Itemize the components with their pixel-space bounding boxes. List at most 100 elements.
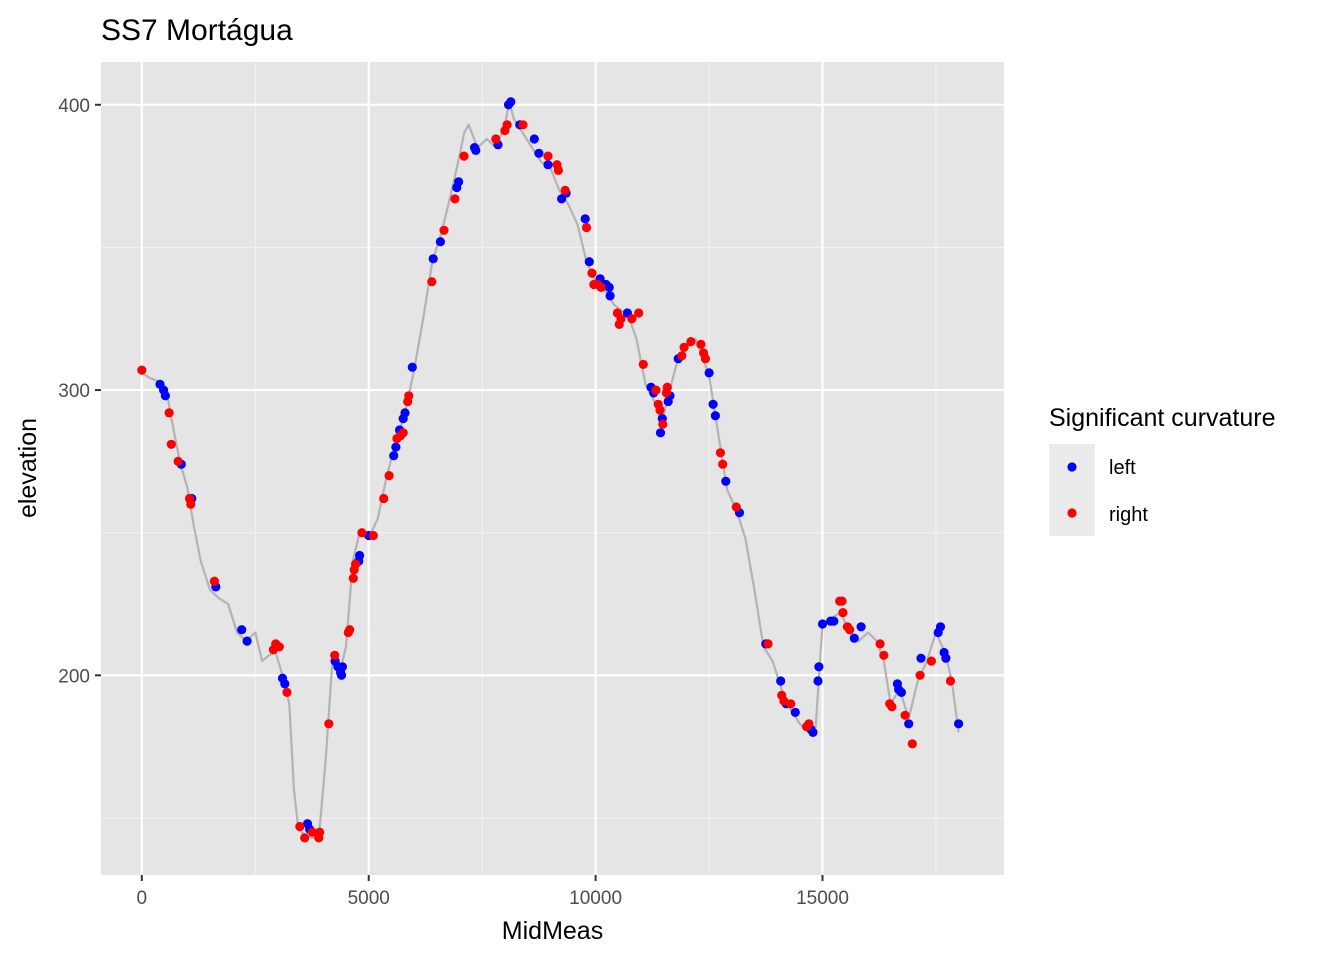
x-tick-label: 5000 bbox=[348, 888, 390, 909]
point-left bbox=[280, 679, 290, 689]
legend-key-right bbox=[1067, 508, 1077, 518]
point-right bbox=[295, 821, 305, 832]
point-left bbox=[856, 622, 866, 632]
point-right bbox=[731, 502, 741, 512]
y-tick-label: 400 bbox=[58, 96, 90, 117]
legend: Significant curvature left right bbox=[1049, 404, 1276, 536]
point-right bbox=[186, 499, 196, 509]
point-right bbox=[502, 120, 512, 130]
point-right bbox=[173, 456, 183, 466]
x-axis-ticks: 0 5000 10000 15000 bbox=[137, 875, 849, 909]
point-right bbox=[879, 650, 889, 660]
point-right bbox=[718, 459, 728, 469]
point-left bbox=[776, 676, 786, 686]
point-left bbox=[337, 662, 347, 672]
point-right bbox=[763, 639, 773, 649]
point-left bbox=[954, 719, 964, 729]
x-tick-label: 0 bbox=[137, 888, 148, 909]
point-right bbox=[351, 559, 361, 569]
point-right bbox=[164, 408, 174, 418]
point-left bbox=[160, 391, 170, 401]
x-tick-label: 15000 bbox=[796, 888, 849, 909]
grid-minor bbox=[101, 62, 1004, 875]
point-right bbox=[315, 827, 325, 837]
point-right bbox=[330, 650, 340, 660]
point-right bbox=[945, 676, 956, 686]
point-right bbox=[518, 120, 528, 130]
point-right bbox=[677, 351, 687, 361]
point-left bbox=[237, 625, 247, 635]
legend-key-left bbox=[1067, 462, 1077, 472]
point-right bbox=[348, 573, 358, 583]
point-right bbox=[553, 165, 564, 175]
point-right bbox=[357, 528, 367, 538]
point-left bbox=[389, 451, 399, 461]
point-left bbox=[400, 408, 410, 418]
point-right bbox=[900, 710, 910, 720]
point-left bbox=[529, 134, 539, 144]
point-left bbox=[428, 254, 438, 264]
point-right bbox=[137, 365, 147, 375]
legend-label-right: right bbox=[1109, 504, 1148, 526]
point-right bbox=[324, 719, 334, 729]
point-right bbox=[634, 308, 644, 318]
grid-major bbox=[101, 62, 1004, 875]
y-tick-label: 200 bbox=[58, 666, 90, 687]
point-left bbox=[721, 476, 731, 486]
curvature-points bbox=[137, 97, 964, 843]
point-right bbox=[658, 419, 668, 429]
point-left bbox=[813, 676, 823, 686]
point-right bbox=[686, 337, 696, 347]
point-left bbox=[790, 707, 800, 718]
point-right bbox=[616, 314, 626, 324]
point-left bbox=[916, 653, 926, 663]
point-left bbox=[543, 160, 553, 170]
point-right bbox=[804, 719, 814, 729]
legend-label-left: left bbox=[1109, 457, 1136, 479]
point-right bbox=[166, 439, 176, 449]
point-left bbox=[454, 177, 464, 187]
point-right bbox=[926, 656, 937, 666]
point-right bbox=[651, 385, 661, 395]
point-right bbox=[450, 194, 460, 204]
point-right bbox=[345, 625, 355, 635]
point-right bbox=[581, 222, 592, 233]
point-right bbox=[379, 493, 389, 504]
x-axis-title: MidMeas bbox=[502, 917, 603, 945]
chart-title: SS7 Mortágua bbox=[101, 14, 293, 47]
point-left bbox=[407, 362, 417, 372]
y-axis-title: elevation bbox=[14, 418, 42, 518]
point-right bbox=[696, 339, 706, 349]
point-right bbox=[427, 277, 437, 287]
point-left bbox=[471, 145, 481, 155]
point-right bbox=[439, 225, 449, 235]
point-right bbox=[404, 391, 414, 401]
point-right bbox=[655, 405, 665, 415]
legend-title: Significant curvature bbox=[1049, 404, 1276, 432]
point-right bbox=[786, 699, 796, 709]
point-right bbox=[560, 185, 570, 195]
point-left bbox=[391, 442, 401, 452]
point-right bbox=[596, 282, 606, 292]
point-right bbox=[679, 342, 689, 352]
point-right bbox=[274, 642, 284, 652]
point-right bbox=[459, 151, 469, 161]
point-right bbox=[907, 739, 917, 749]
point-left bbox=[935, 622, 946, 632]
point-left bbox=[814, 662, 824, 672]
point-right bbox=[837, 596, 847, 606]
point-left bbox=[580, 214, 590, 224]
point-right bbox=[887, 702, 897, 712]
point-right bbox=[209, 576, 219, 586]
point-left bbox=[355, 550, 365, 561]
point-left bbox=[584, 257, 594, 267]
point-right bbox=[587, 268, 597, 278]
point-right bbox=[300, 833, 310, 843]
point-right bbox=[662, 382, 672, 392]
point-right bbox=[627, 314, 637, 324]
x-tick-label: 10000 bbox=[569, 888, 622, 909]
point-right bbox=[700, 354, 711, 364]
point-right bbox=[543, 151, 553, 161]
point-left bbox=[829, 616, 839, 626]
point-left bbox=[849, 633, 859, 643]
